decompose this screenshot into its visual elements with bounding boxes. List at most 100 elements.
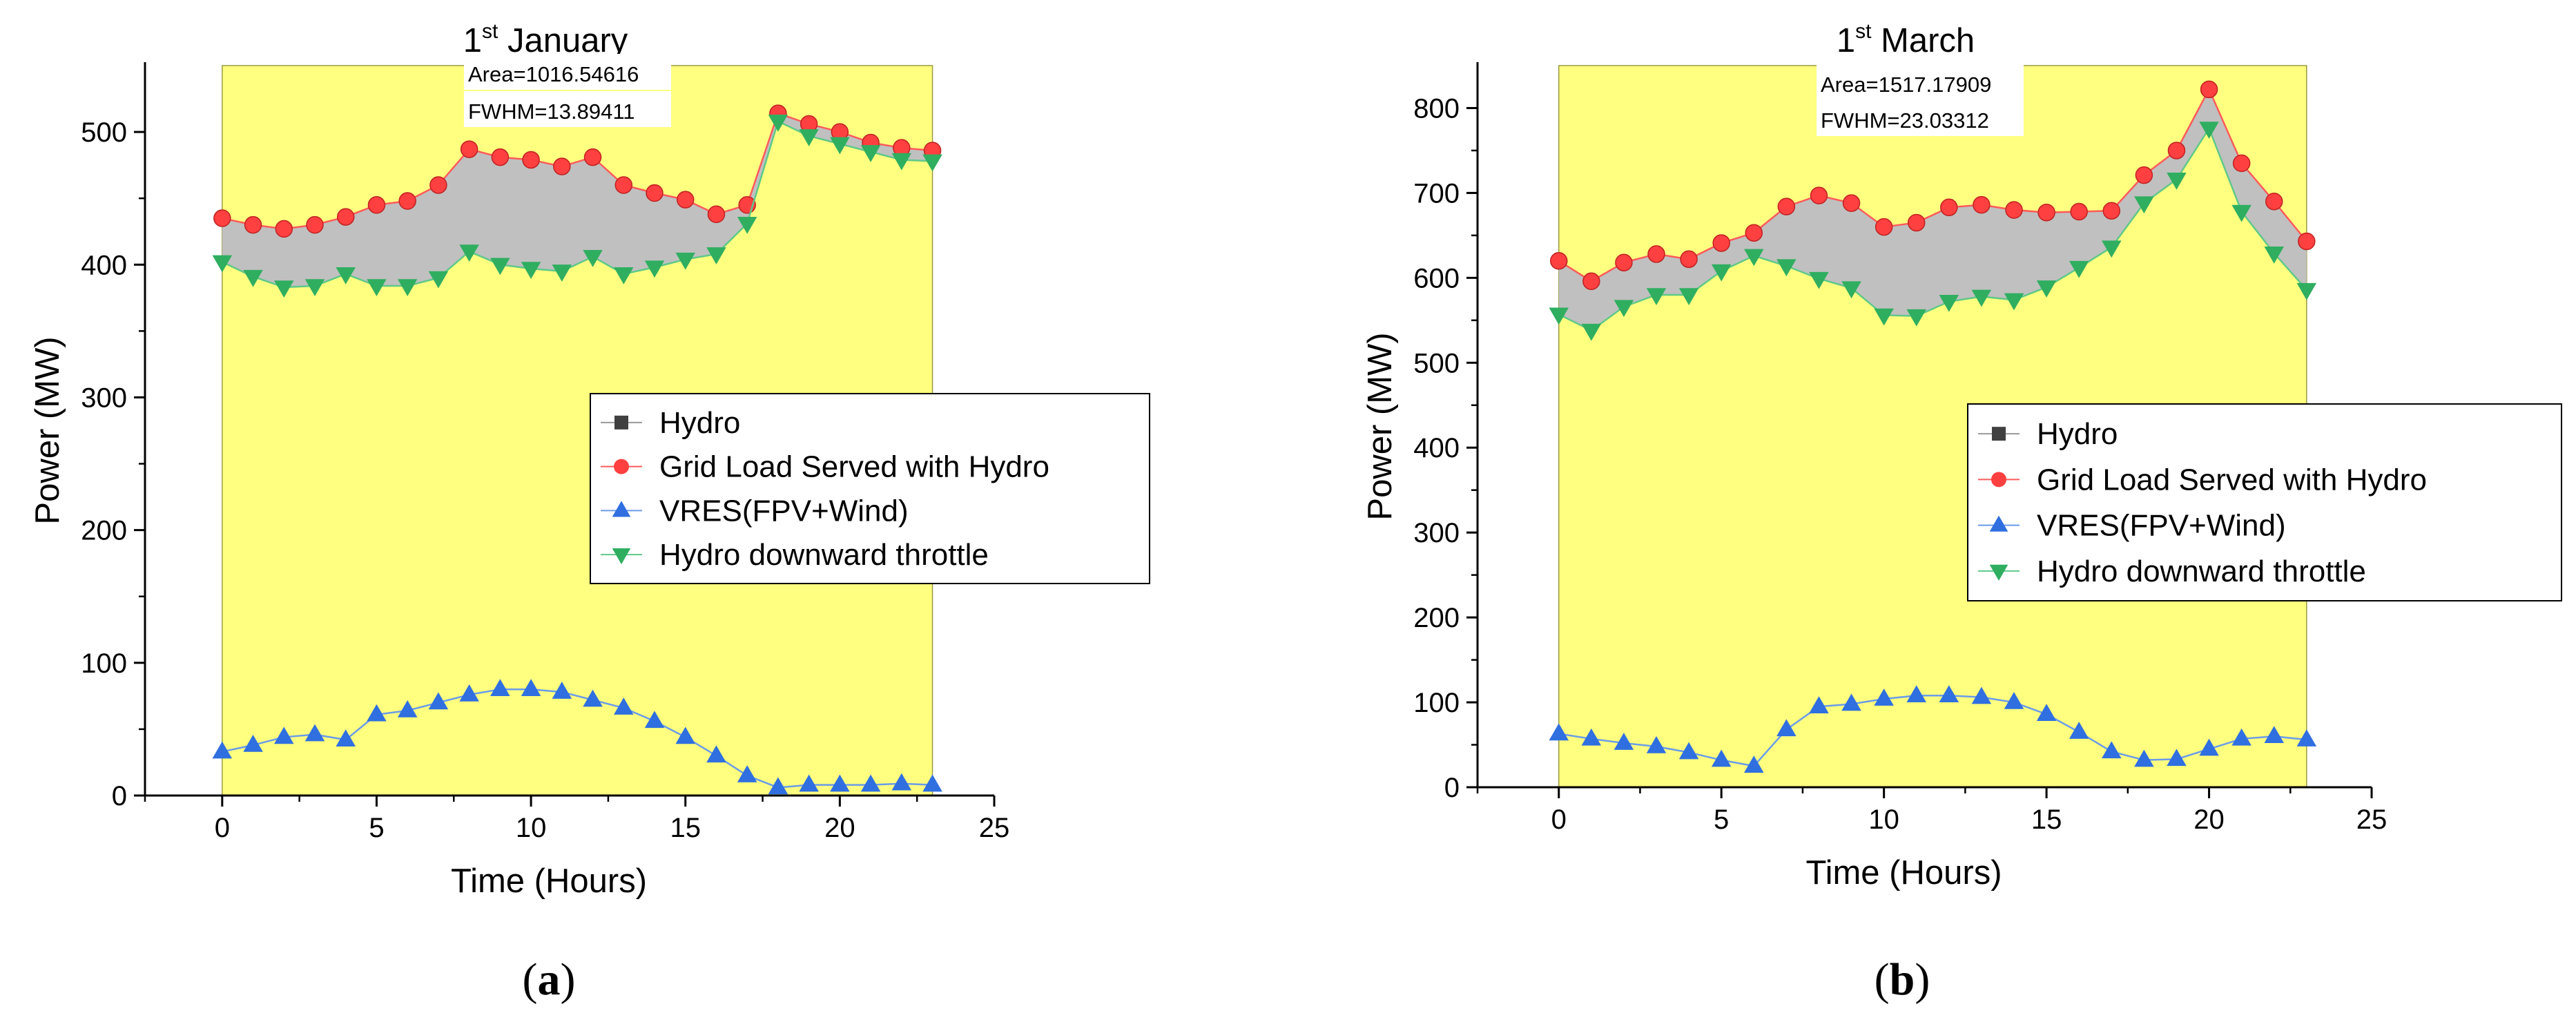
throttle-point bbox=[1678, 288, 1699, 305]
throttle-point bbox=[2036, 280, 2057, 298]
vres-point bbox=[1614, 733, 1634, 750]
vres-point bbox=[2069, 722, 2089, 739]
y-tick-label: 100 bbox=[1413, 688, 1460, 718]
grid-load-point bbox=[522, 151, 540, 169]
annotation-box bbox=[464, 91, 671, 127]
vres-point bbox=[799, 774, 819, 792]
vres-point bbox=[1939, 685, 1959, 702]
legend-entry-label: Grid Load Served with Hydro bbox=[2037, 463, 2427, 497]
legend-entry-label: Hydro bbox=[659, 406, 740, 440]
x-tick-label: 15 bbox=[2031, 804, 2062, 835]
grid-load-point bbox=[336, 208, 355, 226]
throttle-point bbox=[1874, 308, 1894, 326]
throttle-point bbox=[737, 216, 757, 234]
legend-entry-label: Hydro bbox=[2037, 417, 2118, 451]
vres-point bbox=[644, 711, 665, 729]
grid-load-point bbox=[2265, 192, 2283, 211]
vres-point bbox=[675, 726, 695, 744]
grid-load-point bbox=[491, 148, 510, 166]
legend-entry-label: Hydro downward throttle bbox=[2037, 555, 2366, 588]
grid-load-point bbox=[1745, 224, 1763, 242]
grid-load-point bbox=[213, 209, 231, 227]
throttle-point bbox=[367, 279, 387, 297]
throttle-point bbox=[1841, 281, 1861, 299]
legend: Hydro Grid Load Served with Hydro VRES(FPV… bbox=[1967, 403, 2562, 601]
throttle-point bbox=[614, 267, 634, 285]
grid-load-point bbox=[1712, 234, 1730, 252]
panel-label: (b) bbox=[1875, 954, 1930, 1005]
annotation-label: Area=1517.17909 bbox=[1821, 73, 1991, 97]
legend-marker-triangle bbox=[612, 501, 631, 517]
throttle-point bbox=[2231, 204, 2251, 222]
vres-point bbox=[2004, 692, 2024, 709]
throttle-point bbox=[891, 153, 912, 171]
vres-point bbox=[2231, 728, 2251, 746]
grid-load-point bbox=[1549, 252, 1568, 270]
vres-point bbox=[2134, 749, 2154, 767]
y-tick-label: 0 bbox=[1444, 773, 1460, 803]
grid-load-point bbox=[2070, 202, 2088, 221]
throttle-point bbox=[2069, 260, 2089, 278]
vres-point bbox=[274, 726, 294, 744]
annotation-label: FWHM=13.89411 bbox=[468, 99, 635, 124]
vres-point bbox=[2036, 704, 2057, 722]
throttle-point bbox=[2199, 122, 2219, 139]
vres-point bbox=[336, 729, 356, 747]
grid-load-point bbox=[1842, 194, 1861, 212]
vres-point bbox=[2167, 749, 2187, 767]
grid-load-point bbox=[614, 176, 633, 194]
vres-point bbox=[1776, 719, 1797, 737]
x-tick-label: 25 bbox=[2356, 804, 2388, 835]
grid-load-point bbox=[2037, 203, 2055, 222]
x-tick-label: 5 bbox=[369, 813, 384, 843]
throttle-point bbox=[1711, 264, 1732, 282]
legend-entry-label: Hydro downward throttle bbox=[659, 538, 989, 572]
y-tick-label: 600 bbox=[1413, 263, 1460, 293]
throttle-point bbox=[212, 255, 233, 273]
legend-marker-circle bbox=[1991, 472, 2006, 488]
x-tick-label: 15 bbox=[670, 813, 701, 843]
throttle-point bbox=[799, 129, 819, 146]
grid-load-point bbox=[306, 215, 324, 234]
grid-load-point bbox=[367, 196, 386, 214]
grid-load-point bbox=[646, 184, 664, 202]
x-tick-label: 10 bbox=[1868, 804, 1899, 835]
chart-panel-a: 0 5 10 15 20 25 0 100 200 300 400 500 Time (Hours) Po… bbox=[29, 20, 1150, 1005]
grid-load-point bbox=[676, 191, 695, 209]
x-tick-label: 25 bbox=[979, 813, 1010, 843]
vres-point bbox=[583, 689, 603, 707]
vres-point bbox=[922, 774, 942, 792]
vres-point bbox=[768, 777, 788, 795]
grid-load-point bbox=[2102, 202, 2121, 220]
throttle-point bbox=[274, 280, 294, 298]
throttle-point bbox=[583, 249, 603, 267]
grid-load-point bbox=[1615, 253, 1633, 271]
grid-load-point bbox=[1777, 197, 1796, 215]
chart-title: 1st March bbox=[1837, 20, 1975, 59]
x-tick-label: 0 bbox=[1551, 804, 1567, 835]
grid-load-point bbox=[1940, 198, 1958, 217]
vres-point bbox=[1646, 735, 1667, 753]
hydro-band-area bbox=[222, 113, 933, 287]
legend-marker-circle bbox=[614, 459, 629, 474]
grid-load-point bbox=[1647, 245, 1665, 263]
throttle-point bbox=[2296, 282, 2317, 300]
vres-point bbox=[2199, 738, 2219, 756]
y-tick-label: 0 bbox=[112, 781, 127, 811]
grid-load-point bbox=[244, 215, 262, 234]
vres-series-line bbox=[1558, 694, 2307, 767]
vres-point bbox=[1711, 749, 1732, 767]
throttle-point bbox=[304, 279, 325, 297]
vres-point bbox=[243, 734, 263, 752]
vres-point bbox=[428, 692, 449, 710]
y-tick-label: 300 bbox=[81, 383, 127, 413]
y-tick-label: 700 bbox=[1413, 178, 1460, 209]
legend-marker-triangle bbox=[612, 548, 631, 565]
legend-entry-label: VRES(FPV+Wind) bbox=[2037, 509, 2286, 543]
vres-point bbox=[860, 774, 881, 792]
vres-point bbox=[1549, 723, 1569, 741]
grid-load-point bbox=[553, 157, 571, 175]
legend-marker-triangle bbox=[1989, 564, 2008, 581]
legend-entry-label: Grid Load Served with Hydro bbox=[659, 450, 1049, 484]
grid-load-point bbox=[583, 148, 602, 166]
